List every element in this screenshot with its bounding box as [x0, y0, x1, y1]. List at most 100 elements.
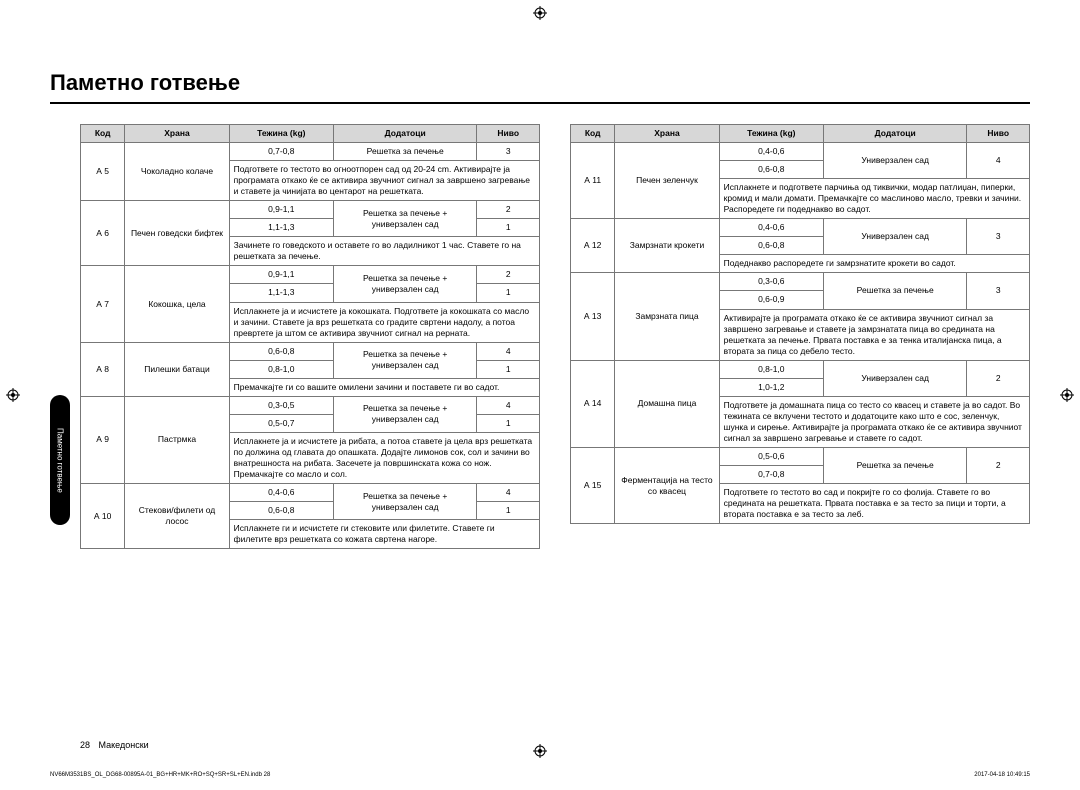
cell-weight: 0,3-0,6	[719, 273, 823, 291]
footer-meta: NV66M3531BS_OL_DG68-00895A-01_BG+HR+MK+R…	[50, 772, 1030, 778]
cell-code: А 5	[81, 143, 125, 201]
cropmark-top	[533, 6, 547, 20]
cell-code: А 15	[571, 447, 615, 523]
cell-code: А 12	[571, 219, 615, 273]
table-row: А 8Пилешки батаци0,6-0,8Решетка за печењ…	[81, 342, 540, 360]
cell-note: Подгответе ја домашната пица со тесто со…	[719, 396, 1029, 447]
cell-food: Замрзнати крокети	[615, 219, 719, 273]
cell-weight: 0,6-0,9	[719, 291, 823, 309]
cell-extras: Решетка за печење	[823, 447, 966, 483]
cell-level: 3	[477, 143, 540, 161]
cell-food: Ферментација на тесто со квасец	[615, 447, 719, 523]
table-row: А 11Печен зеленчук0,4-0,6Универзален сад…	[571, 143, 1030, 161]
cell-weight: 0,9-1,1	[229, 266, 333, 284]
title-rule	[50, 102, 1030, 104]
cell-note: Исплакнете ги и исчистете ги стековите и…	[229, 520, 539, 549]
page-title: Паметно готвење	[50, 70, 1030, 96]
cell-level: 4	[477, 396, 540, 414]
cell-extras: Решетка за печење + универзален сад	[333, 484, 476, 520]
cropmark-left	[6, 388, 20, 402]
cell-note: Подеднакво распоредете ги замрзнатите кр…	[719, 255, 1029, 273]
cell-weight: 0,4-0,6	[719, 143, 823, 161]
cell-extras: Решетка за печење + универзален сад	[333, 396, 476, 432]
cell-extras: Решетка за печење + универзален сад	[333, 201, 476, 237]
doc-code: NV66M3531BS_OL_DG68-00895A-01_BG+HR+MK+R…	[50, 772, 270, 778]
cell-weight: 1,1-1,3	[229, 219, 333, 237]
table-row: А 9Пастрмка0,3-0,5Решетка за печење + ун…	[81, 396, 540, 414]
table-row: А 7Кокошка, цела0,9-1,1Решетка за печење…	[81, 266, 540, 284]
cooking-table-left: Код Храна Тежина (kg) Додатоци Ниво А 5Ч…	[80, 124, 540, 549]
th-extras: Додатоци	[823, 125, 966, 143]
cell-weight: 0,6-0,8	[719, 237, 823, 255]
cell-code: А 9	[81, 396, 125, 483]
page-number: 28	[80, 740, 90, 750]
cell-food: Печен говедски бифтек	[125, 201, 229, 266]
th-food: Храна	[615, 125, 719, 143]
cell-weight: 0,4-0,6	[229, 484, 333, 502]
cell-note: Зачинете го говедското и оставете го во …	[229, 237, 539, 266]
cell-extras: Универзален сад	[823, 360, 966, 396]
content-columns: Код Храна Тежина (kg) Додатоци Ниво А 5Ч…	[80, 124, 1030, 549]
cell-weight: 1,0-1,2	[719, 378, 823, 396]
cell-code: А 14	[571, 360, 615, 447]
cell-code: А 7	[81, 266, 125, 342]
cell-level: 1	[477, 284, 540, 302]
cell-note: Исплакнете ја и исчистете ја рибата, а п…	[229, 432, 539, 483]
cell-extras: Решетка за печење + универзален сад	[333, 266, 476, 302]
table-row: А 13Замрзната пица0,3-0,6Решетка за пече…	[571, 273, 1030, 291]
cell-weight: 0,8-1,0	[229, 360, 333, 378]
cell-code: А 8	[81, 342, 125, 396]
table-row: А 10Стекови/филети од лосос0,4-0,6Решетк…	[81, 484, 540, 502]
cell-food: Стекови/филети од лосос	[125, 484, 229, 549]
th-extras: Додатоци	[333, 125, 476, 143]
cell-code: А 13	[571, 273, 615, 360]
cell-level: 1	[477, 502, 540, 520]
page-footer: 28 Македонски	[80, 740, 149, 750]
cell-note: Премачкајте ги со вашите омилени зачини …	[229, 378, 539, 396]
cell-weight: 0,7-0,8	[229, 143, 333, 161]
cell-weight: 0,3-0,5	[229, 396, 333, 414]
th-code: Код	[571, 125, 615, 143]
cell-food: Печен зеленчук	[615, 143, 719, 219]
side-section-label: Паметно готвење	[56, 428, 65, 493]
cell-level: 3	[967, 273, 1030, 309]
table-row: А 5Чоколадно колаче0,7-0,8Решетка за печ…	[81, 143, 540, 161]
cell-code: А 10	[81, 484, 125, 549]
cell-extras: Универзален сад	[823, 219, 966, 255]
page-language: Македонски	[99, 740, 149, 750]
th-weight: Тежина (kg)	[229, 125, 333, 143]
cell-level: 4	[477, 484, 540, 502]
side-section-tab: Паметно готвење	[50, 395, 70, 525]
th-code: Код	[81, 125, 125, 143]
cell-extras: Решетка за печење	[823, 273, 966, 309]
table-row: А 14Домашна пица0,8-1,0Универзален сад2	[571, 360, 1030, 378]
cell-extras: Универзален сад	[823, 143, 966, 179]
cell-level: 2	[477, 266, 540, 284]
cell-weight: 0,9-1,1	[229, 201, 333, 219]
cell-level: 1	[477, 360, 540, 378]
cooking-table-right: Код Храна Тежина (kg) Додатоци Ниво А 11…	[570, 124, 1030, 524]
cell-level: 1	[477, 219, 540, 237]
cell-food: Пастрмка	[125, 396, 229, 483]
table-header-row: Код Храна Тежина (kg) Додатоци Ниво	[571, 125, 1030, 143]
cell-weight: 0,6-0,8	[229, 342, 333, 360]
th-level: Ниво	[967, 125, 1030, 143]
th-level: Ниво	[477, 125, 540, 143]
cell-code: А 6	[81, 201, 125, 266]
table-row: А 12Замрзнати крокети0,4-0,6Универзален …	[571, 219, 1030, 237]
cell-weight: 0,6-0,8	[229, 502, 333, 520]
cell-weight: 0,6-0,8	[719, 161, 823, 179]
cropmark-bottom	[533, 744, 547, 758]
cell-weight: 0,5-0,7	[229, 414, 333, 432]
cell-weight: 0,8-1,0	[719, 360, 823, 378]
cell-note: Исплакнете ја и исчистете ја кокошката. …	[229, 302, 539, 342]
table-row: А 6Печен говедски бифтек0,9-1,1Решетка з…	[81, 201, 540, 219]
left-column: Код Храна Тежина (kg) Додатоци Ниво А 5Ч…	[80, 124, 540, 549]
table-header-row: Код Храна Тежина (kg) Додатоци Ниво	[81, 125, 540, 143]
doc-timestamp: 2017-04-18 10:49:15	[974, 772, 1030, 778]
cell-weight: 1,1-1,3	[229, 284, 333, 302]
cell-code: А 11	[571, 143, 615, 219]
cell-food: Домашна пица	[615, 360, 719, 447]
cell-weight: 0,7-0,8	[719, 466, 823, 484]
cell-level: 4	[967, 143, 1030, 179]
